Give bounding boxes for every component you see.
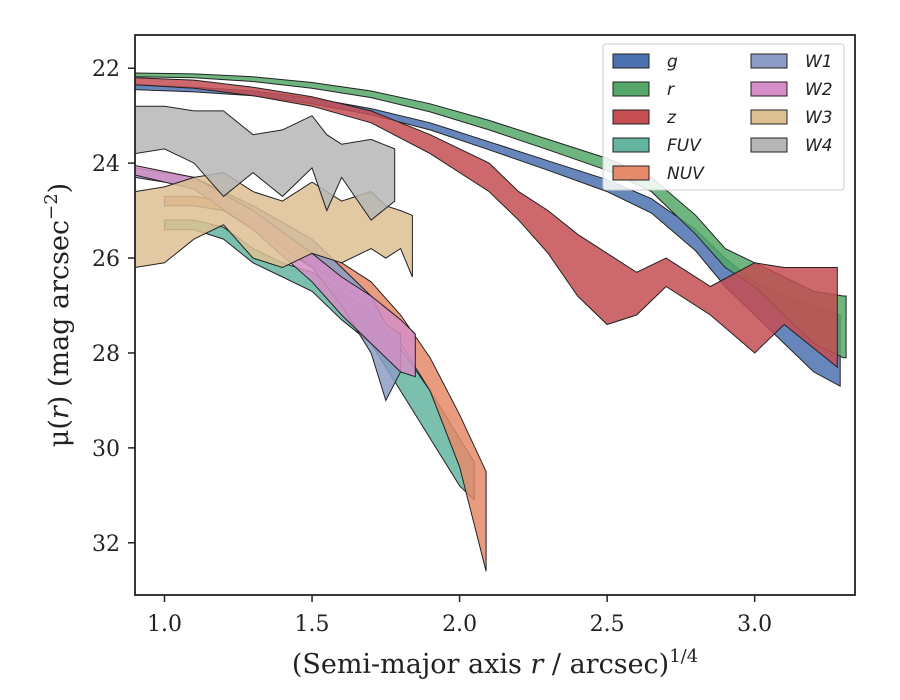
y-tick-label: 28 (92, 342, 120, 367)
y-tick-label: 32 (92, 532, 120, 557)
y-tick-label: 30 (92, 437, 120, 462)
legend-swatch-w3 (750, 109, 788, 125)
legend-swatch-w4 (750, 137, 788, 153)
legend-label-w4: W4 (805, 136, 833, 156)
legend-swatch-nuv (612, 165, 650, 181)
x-tick-label: 1.0 (147, 612, 182, 637)
x-tick-label: 2.5 (590, 612, 625, 637)
legend-swatch-fuv (612, 137, 650, 153)
plot-frame (134, 34, 856, 596)
legend-label-w2: W2 (805, 80, 833, 100)
legend-swatch-g (612, 53, 650, 69)
legend-swatch-r (612, 81, 650, 97)
band-z (135, 77, 838, 369)
x-tick-label: 2.0 (442, 612, 477, 637)
legend-label-nuv: NUV (667, 164, 705, 184)
band-w4 (135, 105, 396, 221)
legend-swatch-z (612, 109, 650, 125)
legend-swatch-w1 (750, 53, 788, 69)
y-tick-label: 22 (92, 57, 120, 82)
y-axis-label: μ(r) (mag arcsec−2) (41, 183, 75, 447)
x-tick-label: 3.0 (737, 612, 772, 637)
band-r (135, 72, 847, 359)
band-w3 (135, 172, 413, 278)
y-tick-label: 26 (92, 247, 120, 272)
x-axis-ticks: 1.0 1.5 2.0 2.5 3.0 (147, 595, 772, 637)
profile-bands (135, 72, 847, 572)
y-axis-ticks: 22 24 26 28 30 32 (92, 57, 135, 557)
legend-label-g: g (667, 52, 678, 72)
legend: grz FUV NUV W1 W2 W3 W4 (602, 43, 845, 191)
legend-label-w3: W3 (805, 108, 833, 128)
x-tick-label: 1.5 (295, 612, 330, 637)
legend-swatch-w2 (750, 81, 788, 97)
legend-label-fuv: FUV (667, 136, 702, 156)
legend-frame (602, 43, 845, 191)
y-tick-label: 24 (92, 152, 120, 177)
x-axis-label: (Semi-major axis r / arcsec)1/4 (292, 646, 698, 680)
legend-label-z: z (666, 108, 677, 128)
legend-label-w1: W1 (805, 52, 833, 72)
legend-label-r: r (667, 80, 675, 100)
